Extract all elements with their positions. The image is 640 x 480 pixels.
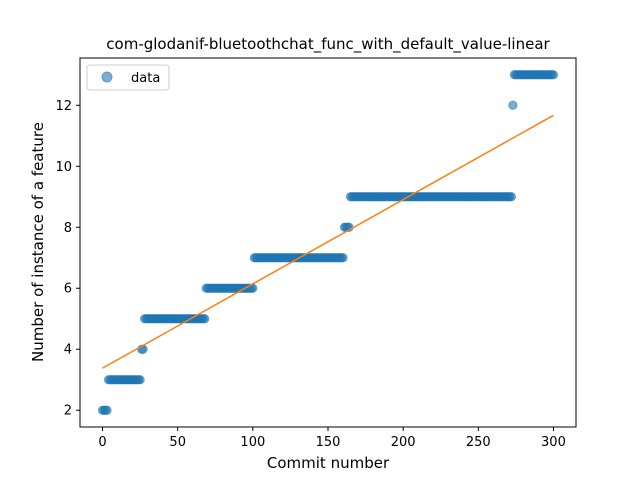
x-axis-label: Commit number <box>267 454 390 472</box>
y-axis-label: Number of instance of a feature <box>29 122 47 362</box>
legend-label: data <box>131 71 160 86</box>
data-points <box>97 70 559 415</box>
x-tick-label: 250 <box>466 435 491 450</box>
y-tick-label: 4 <box>64 343 72 358</box>
data-point <box>200 314 210 324</box>
y-tick-label: 10 <box>55 160 72 175</box>
chart-title: com-glodanif-bluetoothchat_func_with_def… <box>106 35 550 54</box>
y-axis-ticks: 2 4 6 8 10 12 <box>55 99 80 419</box>
data-point <box>102 405 112 415</box>
x-tick-label: 150 <box>316 435 341 450</box>
fit-line <box>102 114 554 369</box>
data-point <box>506 192 516 202</box>
x-tick-label: 50 <box>169 435 186 450</box>
data-point <box>338 253 348 263</box>
legend-marker-icon <box>101 71 113 83</box>
data-point <box>548 70 559 80</box>
y-tick-label: 6 <box>64 282 72 297</box>
x-tick-label: 200 <box>391 435 416 450</box>
x-axis-ticks: 0 50 100 150 200 250 300 <box>98 427 566 450</box>
y-tick-label: 2 <box>64 404 72 419</box>
data-point <box>508 100 518 110</box>
x-tick-label: 0 <box>98 435 106 450</box>
y-tick-label: 12 <box>55 99 72 114</box>
legend: data <box>86 64 170 91</box>
fit-line-layer <box>102 114 554 369</box>
x-tick-label: 300 <box>541 435 566 450</box>
y-tick-label: 8 <box>64 221 72 236</box>
x-tick-label: 100 <box>240 435 265 450</box>
legend-box <box>86 64 170 91</box>
data-point <box>135 375 145 385</box>
